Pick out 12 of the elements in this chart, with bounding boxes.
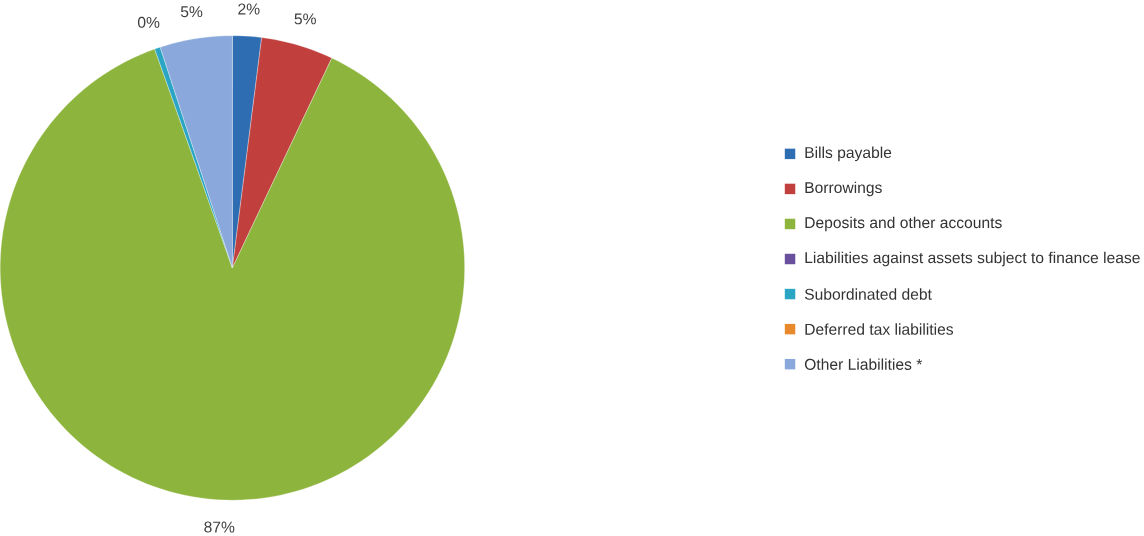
data-label: 5% bbox=[180, 6, 203, 18]
legend-label: Bills payable bbox=[805, 146, 892, 162]
data-label: 5% bbox=[294, 13, 316, 25]
data-label: 87% bbox=[204, 521, 235, 533]
legend-label: Subordinated debt bbox=[804, 288, 932, 300]
legend-label: Deferred tax liabilities bbox=[805, 323, 954, 335]
data-label: 0% bbox=[137, 16, 160, 28]
legend-label: Liabilities against assets subject to finance lease bbox=[805, 251, 1140, 267]
data-label: 2% bbox=[238, 3, 260, 15]
legend-label: Other Liabilities * bbox=[804, 358, 923, 370]
legend-label: Borrowings bbox=[805, 181, 882, 197]
legend-label: Deposits and other accounts bbox=[805, 216, 1002, 232]
